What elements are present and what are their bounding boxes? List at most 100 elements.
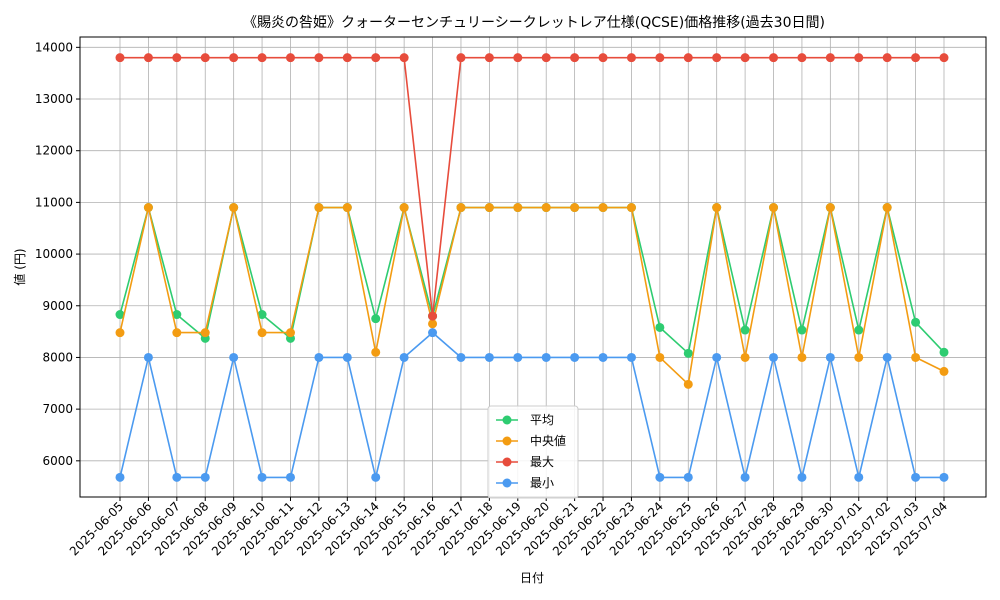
series-line	[119, 331, 944, 479]
data-point	[626, 203, 636, 213]
data-point	[797, 53, 807, 63]
data-point	[740, 53, 750, 63]
data-point	[683, 348, 693, 358]
series-3	[115, 328, 949, 482]
data-point	[797, 325, 807, 335]
data-point	[712, 53, 722, 63]
y-tick-label: 6000	[42, 454, 73, 468]
data-point	[882, 352, 892, 362]
data-point	[342, 203, 352, 213]
data-point	[882, 203, 892, 213]
legend-item: 平均	[496, 413, 554, 427]
y-tick-label: 8000	[42, 350, 73, 364]
y-tick-label: 13000	[35, 92, 73, 106]
data-point	[456, 53, 466, 63]
data-point	[342, 352, 352, 362]
data-point	[683, 379, 693, 389]
legend-marker	[502, 415, 512, 425]
y-tick-label: 10000	[35, 247, 73, 261]
y-tick-label: 9000	[42, 299, 73, 313]
data-point	[825, 352, 835, 362]
series-line	[119, 206, 945, 386]
data-point	[797, 352, 807, 362]
series-layer	[115, 53, 949, 482]
data-point	[428, 311, 438, 321]
data-point	[399, 53, 409, 63]
data-point	[115, 310, 125, 320]
data-point	[143, 203, 153, 213]
legend-item: 最大	[496, 455, 554, 469]
data-point	[200, 53, 210, 63]
data-point	[541, 53, 551, 63]
data-point	[598, 53, 608, 63]
data-point	[371, 53, 381, 63]
data-point	[172, 328, 182, 338]
data-point	[342, 53, 352, 63]
legend-item: 最小	[496, 476, 554, 490]
series-0	[115, 203, 949, 358]
data-point	[285, 328, 295, 338]
data-point	[626, 53, 636, 63]
data-point	[172, 53, 182, 63]
x-axis-label: 日付	[520, 571, 544, 585]
data-point	[172, 472, 182, 482]
data-point	[115, 53, 125, 63]
data-point	[399, 203, 409, 213]
data-point	[115, 328, 125, 338]
data-point	[740, 325, 750, 335]
y-tick-label: 7000	[42, 402, 73, 416]
series-1	[115, 203, 949, 389]
legend-label: 最大	[530, 455, 554, 469]
data-point	[484, 203, 494, 213]
y-axis-ticks: 6000 7000 8000 9000 10000 11000 12000 13000 1400…	[35, 40, 80, 468]
data-point	[683, 472, 693, 482]
data-point	[769, 203, 779, 213]
series-2	[115, 53, 949, 321]
data-point	[570, 53, 580, 63]
data-point	[229, 352, 239, 362]
data-point	[371, 472, 381, 482]
chart-title: 《賜炎の咎姫》クォーターセンチュリーシークレットレア仕様(QCSE)価格推移(過…	[243, 15, 825, 31]
data-point	[797, 472, 807, 482]
data-point	[513, 203, 523, 213]
y-axis-label: 値 (円)	[12, 248, 27, 285]
data-point	[513, 352, 523, 362]
data-point	[911, 472, 921, 482]
data-point	[541, 203, 551, 213]
data-point	[712, 203, 722, 213]
data-point	[456, 352, 466, 362]
data-point	[854, 325, 864, 335]
data-point	[939, 347, 949, 357]
data-point	[143, 352, 153, 362]
data-point	[484, 53, 494, 63]
data-point	[314, 352, 324, 362]
data-point	[229, 203, 239, 213]
series-line	[120, 56, 944, 317]
data-point	[854, 472, 864, 482]
data-point	[626, 352, 636, 362]
data-point	[229, 53, 239, 63]
legend-item: 中央値	[496, 433, 566, 448]
data-point	[598, 352, 608, 362]
data-point	[911, 352, 921, 362]
data-point	[200, 328, 210, 338]
x-axis-ticks: 2025-06-052025-06-062025-06-072025-06-08…	[67, 497, 950, 558]
data-point	[939, 472, 949, 482]
data-point	[882, 53, 892, 63]
data-point	[143, 53, 153, 63]
legend-box	[487, 405, 579, 499]
data-point	[598, 203, 608, 213]
data-point	[655, 472, 665, 482]
legend-marker	[502, 436, 512, 446]
data-point	[570, 203, 580, 213]
data-point	[257, 472, 267, 482]
data-point	[285, 53, 295, 63]
data-point	[740, 352, 750, 362]
data-point	[371, 347, 381, 357]
data-point	[939, 366, 949, 376]
data-point	[825, 203, 835, 213]
data-point	[939, 53, 949, 63]
data-point	[484, 352, 494, 362]
data-point	[911, 317, 921, 327]
